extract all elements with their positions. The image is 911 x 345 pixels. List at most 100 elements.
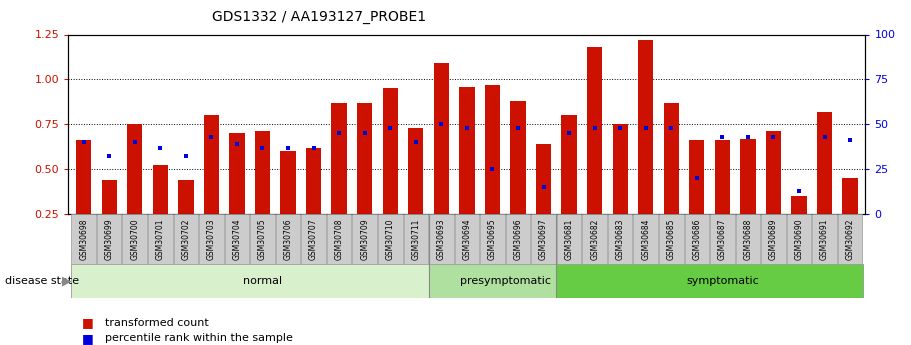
Bar bbox=[710, 214, 734, 264]
Bar bbox=[428, 264, 557, 298]
Bar bbox=[255, 131, 271, 214]
Bar bbox=[741, 139, 755, 214]
Bar bbox=[689, 140, 704, 214]
Bar bbox=[659, 214, 683, 264]
Bar bbox=[122, 214, 147, 264]
Text: GSM30700: GSM30700 bbox=[130, 218, 139, 260]
Text: GSM30707: GSM30707 bbox=[309, 218, 318, 260]
Text: presymptomatic: presymptomatic bbox=[460, 276, 551, 286]
Text: GSM30692: GSM30692 bbox=[845, 218, 855, 260]
Text: ■: ■ bbox=[82, 332, 94, 345]
Bar bbox=[251, 214, 275, 264]
Bar bbox=[332, 103, 347, 214]
Bar bbox=[459, 87, 475, 214]
Text: GSM30706: GSM30706 bbox=[283, 218, 292, 260]
Bar bbox=[531, 214, 556, 264]
Bar bbox=[536, 144, 551, 214]
Bar bbox=[76, 140, 91, 214]
Bar bbox=[306, 148, 322, 214]
Bar bbox=[230, 133, 245, 214]
Text: GDS1332 / AA193127_PROBE1: GDS1332 / AA193127_PROBE1 bbox=[211, 10, 426, 24]
Text: GSM30696: GSM30696 bbox=[514, 218, 523, 260]
Bar bbox=[148, 214, 172, 264]
Bar bbox=[480, 214, 505, 264]
Text: GSM30689: GSM30689 bbox=[769, 218, 778, 260]
Bar bbox=[71, 214, 96, 264]
Bar bbox=[510, 101, 526, 214]
Text: ■: ■ bbox=[82, 316, 94, 329]
Bar bbox=[404, 214, 428, 264]
Bar bbox=[302, 214, 326, 264]
Bar bbox=[485, 85, 500, 214]
Text: GSM30710: GSM30710 bbox=[385, 218, 394, 260]
Text: GSM30709: GSM30709 bbox=[360, 218, 369, 260]
Bar bbox=[561, 115, 577, 214]
Bar bbox=[357, 103, 373, 214]
Bar bbox=[612, 124, 628, 214]
Bar bbox=[843, 178, 858, 214]
Bar bbox=[792, 196, 806, 214]
Text: normal: normal bbox=[243, 276, 282, 286]
Text: disease state: disease state bbox=[5, 276, 78, 286]
Bar bbox=[684, 214, 709, 264]
Text: GSM30699: GSM30699 bbox=[105, 218, 114, 260]
Text: transformed count: transformed count bbox=[105, 318, 209, 327]
Text: GSM30703: GSM30703 bbox=[207, 218, 216, 260]
Bar bbox=[434, 63, 449, 214]
Text: GSM30681: GSM30681 bbox=[565, 218, 574, 259]
Bar bbox=[813, 214, 837, 264]
Text: symptomatic: symptomatic bbox=[686, 276, 759, 286]
Bar bbox=[353, 214, 377, 264]
Bar bbox=[762, 214, 785, 264]
Bar bbox=[179, 180, 193, 214]
Bar bbox=[633, 214, 658, 264]
Bar bbox=[736, 214, 760, 264]
Text: GSM30691: GSM30691 bbox=[820, 218, 829, 260]
Text: GSM30686: GSM30686 bbox=[692, 218, 701, 260]
Bar bbox=[327, 214, 352, 264]
Text: GSM30697: GSM30697 bbox=[539, 218, 548, 260]
Bar bbox=[663, 103, 679, 214]
Text: GSM30694: GSM30694 bbox=[463, 218, 471, 260]
Bar bbox=[281, 151, 296, 214]
Text: GSM30698: GSM30698 bbox=[79, 218, 88, 260]
Text: GSM30693: GSM30693 bbox=[437, 218, 445, 260]
Bar bbox=[817, 112, 833, 214]
Text: GSM30695: GSM30695 bbox=[488, 218, 496, 260]
Text: GSM30687: GSM30687 bbox=[718, 218, 727, 260]
Bar bbox=[608, 214, 632, 264]
Text: GSM30684: GSM30684 bbox=[641, 218, 650, 260]
Text: GSM30704: GSM30704 bbox=[232, 218, 241, 260]
Bar bbox=[128, 124, 142, 214]
Bar bbox=[638, 40, 653, 214]
Text: GSM30708: GSM30708 bbox=[334, 218, 343, 260]
Text: GSM30690: GSM30690 bbox=[794, 218, 804, 260]
Text: GSM30683: GSM30683 bbox=[616, 218, 625, 260]
Bar bbox=[378, 214, 403, 264]
Text: GSM30688: GSM30688 bbox=[743, 218, 752, 259]
Bar bbox=[787, 214, 812, 264]
Bar bbox=[587, 47, 602, 214]
Bar bbox=[71, 264, 428, 298]
Text: GSM30702: GSM30702 bbox=[181, 218, 190, 260]
Bar bbox=[408, 128, 424, 214]
Text: GSM30705: GSM30705 bbox=[258, 218, 267, 260]
Bar bbox=[557, 264, 863, 298]
Bar bbox=[455, 214, 479, 264]
Bar bbox=[582, 214, 607, 264]
Bar bbox=[97, 214, 121, 264]
Text: ▶: ▶ bbox=[62, 275, 72, 288]
Bar bbox=[276, 214, 301, 264]
Text: GSM30701: GSM30701 bbox=[156, 218, 165, 260]
Bar bbox=[204, 115, 219, 214]
Text: GSM30685: GSM30685 bbox=[667, 218, 676, 260]
Text: GSM30711: GSM30711 bbox=[411, 218, 420, 259]
Bar bbox=[715, 140, 730, 214]
Bar bbox=[429, 214, 454, 264]
Bar bbox=[506, 214, 530, 264]
Bar bbox=[766, 131, 781, 214]
Bar bbox=[557, 214, 581, 264]
Text: percentile rank within the sample: percentile rank within the sample bbox=[105, 333, 292, 343]
Bar bbox=[225, 214, 250, 264]
Bar bbox=[383, 88, 398, 214]
